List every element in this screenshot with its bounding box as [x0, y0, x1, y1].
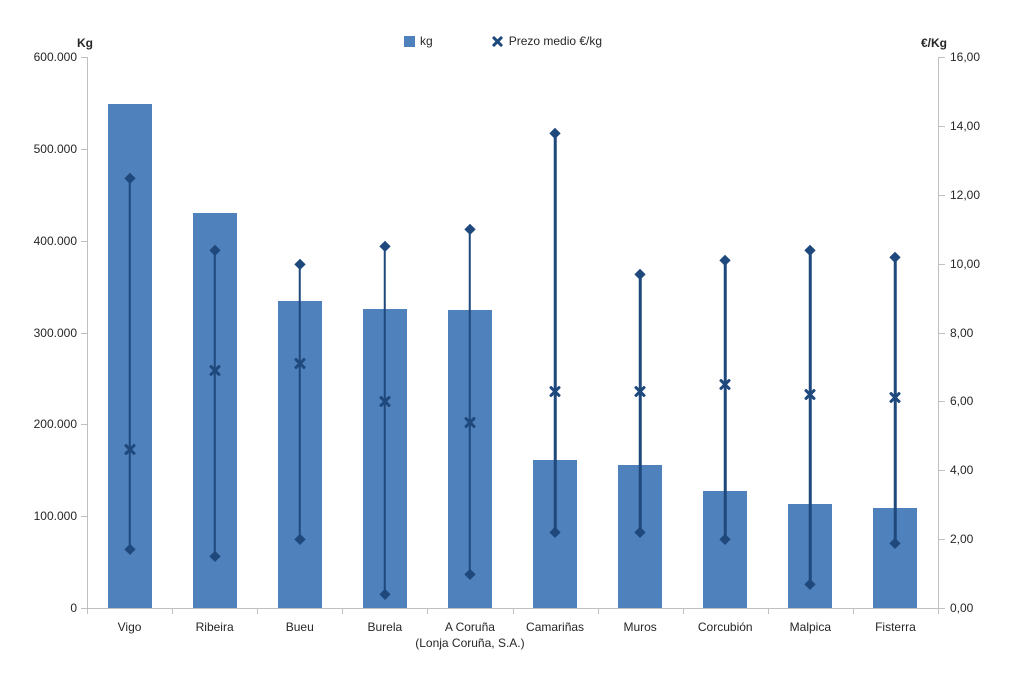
price-max-diamond-marker [634, 268, 646, 280]
left-axis-title: Kg [77, 36, 93, 50]
price-max-diamond-marker [719, 254, 731, 266]
legend-label-prezo-medio: Prezo medio €/kg [508, 34, 603, 48]
left-axis-tick [81, 240, 87, 242]
category-label: A Coruña [444, 620, 495, 634]
right-axis-tick [939, 470, 945, 472]
average-price-x-marker [888, 391, 902, 405]
average-price-x-marker [718, 377, 732, 391]
right-axis-tick [939, 57, 945, 58]
bottom-axis-line [87, 608, 939, 609]
legend-item-kg: kg [404, 34, 433, 48]
x-axis-tick [87, 609, 88, 614]
left-axis-tick-label: 200.000 [33, 417, 77, 432]
category-label: Corcubión [697, 620, 753, 634]
price-max-diamond-marker [805, 244, 816, 256]
category-note: (Lonja Coruña, S.A.) [415, 636, 525, 650]
x-marker-icon [491, 35, 504, 48]
category-label: Malpica [789, 620, 832, 634]
average-price-x-marker [123, 443, 137, 457]
price-max-diamond-marker [549, 127, 561, 139]
left-axis-tick-label: 400.000 [33, 233, 77, 248]
average-price-x-marker [293, 356, 307, 370]
price-range-line [128, 177, 131, 550]
price-range-line [468, 229, 472, 574]
legend-item-prezo-medio: Prezo medio €/kg [491, 34, 602, 48]
category-label: Ribeira [195, 620, 234, 634]
right-axis-tick-label: 6,00 [950, 394, 974, 409]
price-range-line [553, 132, 557, 533]
right-axis-tick-label: 8,00 [950, 325, 974, 340]
left-axis-tick-label: 600.000 [33, 50, 77, 64]
x-axis-tick [767, 609, 769, 614]
right-axis-line [938, 57, 939, 609]
average-price-x-marker [548, 384, 562, 398]
x-axis-tick [852, 609, 854, 614]
right-axis-tick [939, 125, 945, 127]
right-axis-tick [939, 608, 945, 609]
right-axis-tick-label: 12,00 [950, 187, 981, 202]
left-axis-tick [81, 608, 87, 609]
x-axis-tick [172, 609, 174, 614]
price-max-diamond-marker [464, 223, 476, 235]
legend-label-kg: kg [420, 34, 433, 48]
left-axis-tick [81, 516, 87, 518]
average-price-x-marker [633, 384, 647, 398]
left-axis-tick [81, 148, 87, 150]
price-range-line [298, 263, 301, 540]
price-max-diamond-marker [379, 241, 391, 252]
category-label: Vigo [117, 620, 142, 634]
left-axis-tick-label: 500.000 [33, 141, 77, 156]
price-max-diamond-marker [890, 251, 901, 263]
right-axis-tick-label: 10,00 [950, 256, 981, 271]
category-label: Muros [623, 620, 657, 634]
average-price-x-marker [378, 394, 392, 408]
average-price-x-marker [463, 415, 477, 429]
right-axis-tick-label: 16,00 [950, 50, 981, 64]
left-axis-tick-label: 300.000 [33, 325, 77, 340]
right-axis-tick [939, 332, 945, 334]
left-axis-tick-label: 0 [70, 601, 77, 615]
category-label: Camariñas [526, 620, 585, 634]
x-axis-tick [682, 609, 684, 614]
right-axis-tick-label: 4,00 [950, 463, 974, 478]
left-axis-line [87, 57, 88, 609]
price-range-line [383, 246, 387, 595]
left-axis-tick [81, 57, 87, 58]
price-range-line [724, 260, 727, 540]
left-axis-tick [81, 332, 87, 334]
average-price-x-marker [803, 387, 817, 401]
price-max-diamond-marker [294, 258, 306, 269]
category-label: Burela [367, 620, 403, 634]
kg-series-swatch-icon [404, 35, 415, 47]
price-range-line [213, 249, 216, 557]
chart-legend: kg Prezo medio €/kg [404, 34, 602, 48]
right-axis-tick [939, 539, 945, 541]
x-axis-tick [257, 609, 259, 614]
right-axis-tick [939, 263, 945, 265]
x-axis-tick [512, 609, 514, 614]
x-axis-tick [597, 609, 599, 614]
price-range-line [809, 249, 812, 584]
average-price-x-marker [208, 363, 222, 377]
right-axis-tick [939, 401, 945, 403]
right-axis-tick-label: 14,00 [950, 118, 981, 133]
x-axis-tick [342, 609, 344, 614]
price-range-line [638, 273, 642, 533]
x-axis-tick [427, 609, 429, 614]
category-label: Fisterra [875, 620, 916, 634]
right-axis-tick [939, 194, 945, 196]
right-axis-tick-label: 0,00 [950, 601, 974, 615]
x-axis-tick [938, 609, 939, 614]
left-axis-tick-label: 100.000 [33, 509, 77, 524]
left-axis-tick [81, 424, 87, 426]
category-label: Bueu [285, 620, 314, 634]
right-axis-title: €/Kg [921, 36, 948, 50]
right-axis-tick-label: 2,00 [950, 532, 974, 547]
